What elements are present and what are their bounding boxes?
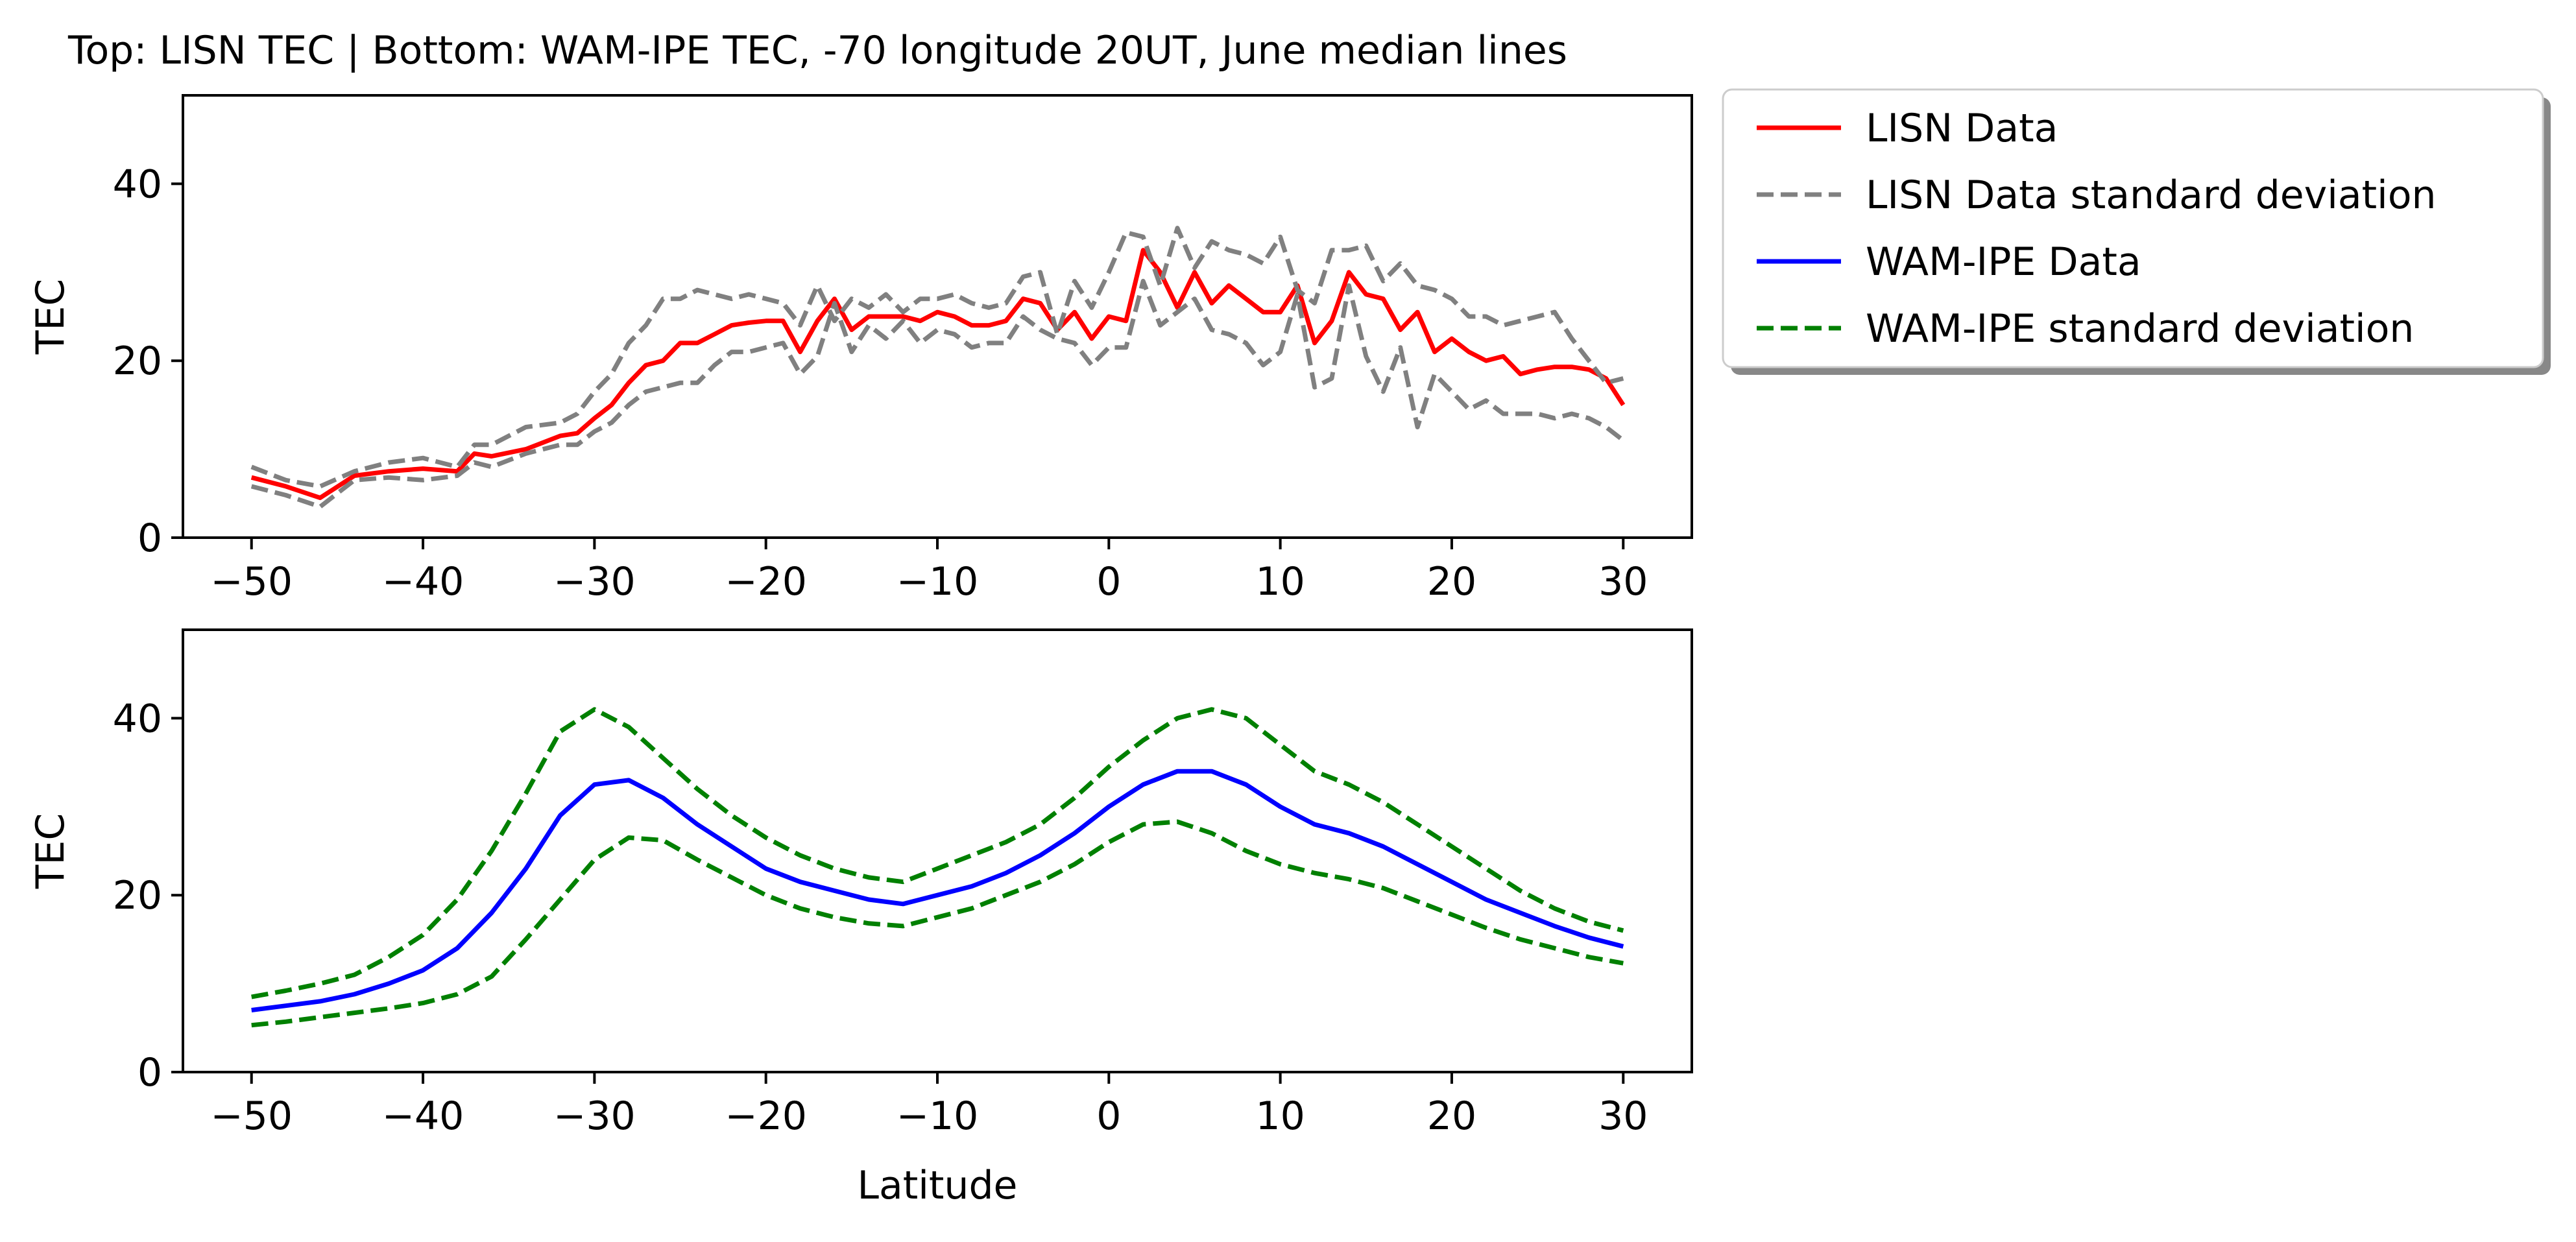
top-series-line-0 — [250, 248, 1626, 501]
top-y-axis-ticks: 0 20 40 — [113, 161, 183, 561]
bot-x-tick-label: −40 — [382, 1093, 464, 1139]
top-x-tick-label: −40 — [382, 559, 464, 604]
legend-label: WAM-IPE standard deviation — [1866, 306, 2414, 352]
bottom-y-axis-ticks: 0 20 40 — [113, 696, 183, 1095]
bottom-panel: −50 −40 −30 −20 −10 0 10 20 30 0 20 40 TEC Latitud… — [28, 628, 1693, 1208]
top-y-tick-label: 0 — [138, 516, 162, 561]
top-series-lines — [250, 226, 1626, 509]
bot-x-tick-label: 20 — [1427, 1093, 1476, 1139]
bot-y-tick-label: 20 — [113, 873, 162, 918]
figure-title: Top: LISN TEC | Bottom: WAM-IPE TEC, -70… — [67, 28, 1567, 73]
bot-x-tick-label: 10 — [1255, 1093, 1305, 1139]
bot-series-line-0 — [251, 769, 1624, 1012]
legend-entry: LISN Data standard deviation — [1757, 173, 2437, 218]
legend-entry: WAM-IPE Data — [1757, 239, 2141, 285]
top-x-tick-label: −50 — [210, 559, 293, 604]
bot-y-tick-label: 0 — [138, 1050, 162, 1095]
bottom-x-axis-ticks: −50 −40 −30 −20 −10 0 10 20 30 — [210, 1072, 1648, 1139]
top-x-tick-label: 10 — [1255, 559, 1305, 604]
top-x-tick-label: 20 — [1427, 559, 1476, 604]
bot-y-tick-label: 40 — [113, 696, 162, 741]
bot-series-line-2 — [251, 819, 1624, 1028]
top-x-tick-label: 0 — [1096, 559, 1121, 604]
top-y-tick-label: 20 — [113, 339, 162, 384]
bot-x-tick-label: 0 — [1096, 1093, 1121, 1139]
top-series-line-1 — [250, 226, 1624, 489]
bottom-series-lines — [251, 707, 1624, 1028]
bot-x-tick-label: 30 — [1598, 1093, 1648, 1139]
bot-x-tick-label: −10 — [897, 1093, 979, 1139]
legend-label: LISN Data standard deviation — [1866, 173, 2437, 218]
legend-label: LISN Data — [1866, 106, 2058, 151]
legend-label: WAM-IPE Data — [1866, 239, 2141, 285]
bot-series-line-1 — [251, 707, 1624, 999]
legend-entry: LISN Data — [1757, 106, 2058, 151]
bot-x-tick-label: −50 — [210, 1093, 293, 1139]
top-x-tick-label: −30 — [553, 559, 636, 604]
top-x-tick-label: −10 — [897, 559, 979, 604]
bottom-y-axis-label: TEC — [28, 813, 73, 889]
top-x-axis-ticks: −50 −40 −30 −20 −10 0 10 20 30 — [210, 538, 1648, 604]
bot-x-tick-label: −30 — [553, 1093, 636, 1139]
top-x-tick-label: 30 — [1598, 559, 1648, 604]
top-panel: −50 −40 −30 −20 −10 0 10 20 30 0 20 40 TEC — [28, 94, 1693, 604]
bot-x-tick-label: −20 — [725, 1093, 807, 1139]
top-series-line-2 — [250, 278, 1625, 509]
legend: LISN Data LISN Data standard deviation WAM… — [1722, 88, 2551, 375]
top-x-tick-label: −20 — [725, 559, 807, 604]
legend-entry: WAM-IPE standard deviation — [1757, 306, 2414, 352]
top-y-axis-label: TEC — [28, 279, 73, 355]
top-y-tick-label: 40 — [113, 161, 162, 207]
bottom-x-axis-label: Latitude — [858, 1163, 1018, 1208]
